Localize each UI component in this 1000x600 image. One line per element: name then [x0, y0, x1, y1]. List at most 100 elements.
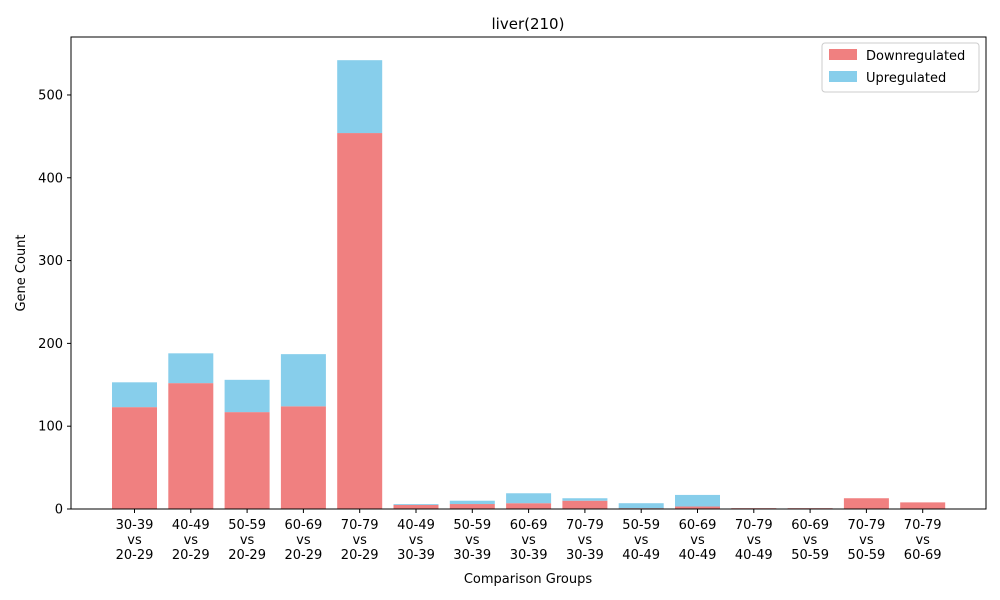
x-tick-label-line: vs [690, 533, 705, 548]
bar-upregulated [506, 493, 552, 504]
bar-upregulated [224, 379, 270, 413]
x-tick-label-line: 40-49 [735, 548, 773, 563]
x-tick-label-line: 40-49 [172, 518, 210, 533]
legend-box [821, 42, 980, 93]
x-tick-label: 70-79 vs 30-39 [566, 518, 604, 563]
x-tick-label-line: 50-59 [791, 548, 829, 563]
x-tick-label: 60-69 vs 50-59 [791, 518, 829, 563]
x-tick-label-line: vs [240, 533, 255, 548]
bar-upregulated [393, 504, 439, 505]
y-tick-label: 200 [38, 337, 63, 352]
y-tick-label: 400 [38, 171, 63, 186]
bar-downregulated [224, 412, 270, 509]
x-tick-label-line: vs [803, 533, 818, 548]
x-tick-label: 50-59 vs 20-29 [228, 518, 266, 563]
x-tick-label: 70-79 vs 20-29 [341, 518, 379, 563]
y-tick-label: 300 [38, 254, 63, 269]
x-tick-label: 60-69 vs 20-29 [285, 518, 323, 563]
x-tick-label: 60-69 vs 40-49 [679, 518, 717, 563]
x-tick-label-line: vs [521, 533, 536, 548]
y-axis: 0 100 200 300 400 500 [38, 88, 71, 518]
x-tick-label: 40-49 vs 20-29 [172, 518, 210, 563]
x-tick-label-line: vs [915, 533, 930, 548]
x-tick-label-line: 50-59 [228, 518, 266, 533]
bar-downregulated [900, 502, 946, 509]
legend-swatch-downregulated [829, 49, 857, 60]
x-tick-label-line: 60-69 [904, 548, 942, 563]
bar-downregulated [280, 406, 326, 509]
chart-title: liver(210) [492, 15, 565, 33]
bar-downregulated [393, 504, 439, 509]
bar-downregulated [337, 133, 383, 509]
x-tick-label-line: 70-79 [566, 518, 604, 533]
x-tick-label-line: 20-29 [116, 548, 154, 563]
legend-label-downregulated: Downregulated [866, 49, 965, 64]
x-tick-label: 50-59 vs 30-39 [453, 518, 491, 563]
x-tick-label-line: vs [296, 533, 311, 548]
x-tick-label-line: vs [747, 533, 762, 548]
bar-upregulated [168, 353, 214, 384]
x-tick-label: 70-79 vs 60-69 [904, 518, 942, 563]
x-tick-label-line: vs [409, 533, 424, 548]
y-axis-title: Gene Count [14, 234, 29, 311]
x-tick-label-line: 40-49 [622, 548, 660, 563]
x-tick-label-line: 20-29 [285, 548, 323, 563]
x-tick-label-line: vs [859, 533, 874, 548]
x-tick-label-line: 20-29 [341, 548, 379, 563]
legend: Downregulated Upregulated [821, 42, 980, 93]
bar-downregulated [843, 498, 889, 509]
x-tick-label: 70-79 vs 50-59 [848, 518, 886, 563]
x-tick-label-line: vs [184, 533, 199, 548]
x-tick-label-line: 70-79 [341, 518, 379, 533]
x-tick-label-line: 30-39 [566, 548, 604, 563]
legend-label-upregulated: Upregulated [866, 71, 946, 86]
x-tick-label-line: vs [352, 533, 367, 548]
legend-swatch-upregulated [829, 71, 857, 82]
bar-downregulated [675, 506, 720, 509]
x-tick-label-line: 60-69 [791, 518, 829, 533]
bars-layer [112, 60, 946, 509]
bar-upregulated [675, 494, 720, 507]
x-tick-label-line: 70-79 [904, 518, 942, 533]
x-tick-label-line: 60-69 [510, 518, 548, 533]
x-tick-label-line: 50-59 [848, 548, 886, 563]
bar-downregulated [112, 407, 157, 509]
x-tick-label-line: vs [127, 533, 142, 548]
x-tick-label-line: 40-49 [679, 548, 717, 563]
x-tick-label: 30-39 vs 20-29 [116, 518, 154, 563]
x-tick-label-line: 30-39 [397, 548, 435, 563]
x-tick-label-line: 40-49 [397, 518, 435, 533]
bar-upregulated [449, 500, 495, 505]
x-tick-label: 60-69 vs 30-39 [510, 518, 548, 563]
x-tick-label-line: vs [578, 533, 593, 548]
x-tick-label-line: vs [634, 533, 649, 548]
x-tick-label-line: 70-79 [735, 518, 773, 533]
x-tick-label: 70-79 vs 40-49 [735, 518, 773, 563]
x-tick-label-line: 50-59 [622, 518, 660, 533]
bar-upregulated [618, 503, 664, 509]
bar-upregulated [562, 498, 608, 501]
x-tick-label-line: 20-29 [172, 548, 210, 563]
y-tick-label: 100 [38, 420, 63, 435]
x-tick-label-line: 50-59 [453, 518, 491, 533]
bar-downregulated [562, 500, 608, 509]
x-tick-label: 50-59 vs 40-49 [622, 518, 660, 563]
x-tick-label-line: 30-39 [116, 518, 154, 533]
x-tick-label-line: vs [465, 533, 480, 548]
x-tick-label-line: 70-79 [848, 518, 886, 533]
x-tick-label-line: 30-39 [510, 548, 548, 563]
x-tick-label-line: 60-69 [679, 518, 717, 533]
y-tick-label: 0 [55, 503, 63, 518]
x-tick-label-line: 20-29 [228, 548, 266, 563]
x-tick-label: 40-49 vs 30-39 [397, 518, 435, 563]
bar-upregulated [112, 382, 157, 408]
x-tick-label-line: 60-69 [285, 518, 323, 533]
y-tick-label: 500 [38, 88, 63, 103]
x-axis-title: Comparison Groups [464, 572, 593, 587]
bar-downregulated [168, 383, 214, 509]
bar-downregulated [449, 504, 495, 509]
bar-upregulated [280, 354, 326, 407]
